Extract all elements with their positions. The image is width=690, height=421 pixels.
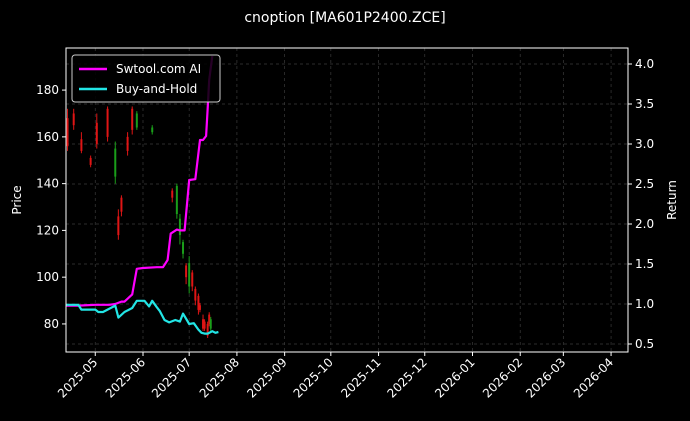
series-line-1 [66, 299, 219, 335]
candle-body-3 [89, 157, 92, 165]
legend-label-swtool: Swtool.com AI [116, 62, 201, 76]
y-tick-label-5: 180 [36, 83, 59, 97]
candle-body-8 [120, 197, 123, 212]
y2-tick-label-0: 0.5 [635, 337, 654, 351]
candle-body-13 [171, 190, 174, 198]
y2-tick-label-2: 1.5 [635, 257, 654, 271]
candle-body-2 [80, 139, 83, 151]
candle-body-12 [151, 127, 154, 133]
y2-tick-label-6: 3.5 [635, 97, 654, 111]
y-tick-label-0: 80 [44, 317, 59, 331]
candle-body-11 [135, 113, 138, 128]
candle-body-20 [194, 288, 197, 301]
right-return-axis: 0.5 1.0 1.5 2.0 2.5 3.0 3.5 4.0 [628, 57, 654, 351]
series-line-0 [66, 55, 214, 307]
candle-body-14 [175, 185, 178, 215]
candle-body-0 [66, 118, 69, 147]
candle-body-18 [188, 263, 191, 287]
legend-box [71, 54, 221, 103]
y-tick-label-4: 160 [36, 130, 59, 144]
candlesticks [66, 106, 212, 338]
y-tick-label-1: 100 [36, 270, 59, 284]
candle-body-21 [197, 295, 200, 310]
y2-tick-label-5: 3.0 [635, 137, 654, 151]
candle-body-26 [208, 314, 211, 324]
legend: Swtool.com AI Buy-and-Hold [71, 54, 221, 103]
legend-label-buy-and-hold: Buy-and-Hold [116, 82, 197, 96]
candle-body-4 [95, 122, 98, 144]
y2-tick-label-7: 4.0 [635, 57, 654, 71]
candle-body-19 [191, 272, 194, 287]
candle-body-16 [182, 242, 185, 254]
candle-body-17 [185, 265, 188, 278]
candle-body-5 [106, 108, 109, 137]
y2-tick-label-4: 2.5 [635, 177, 654, 191]
chart-title: cnoption [MA601P2400.ZCE] [244, 10, 445, 26]
y-tick-label-2: 120 [36, 223, 59, 237]
plot-frame [65, 47, 629, 353]
y2-tick-label-1: 1.0 [635, 297, 654, 311]
y-axis-label: Price [10, 185, 24, 214]
candle-body-6 [114, 148, 117, 177]
candle-body-10 [131, 108, 134, 130]
series-lines [66, 55, 219, 335]
candle-body-25 [206, 323, 209, 336]
candle-body-15 [178, 218, 181, 236]
y2-tick-label-3: 2.0 [635, 217, 654, 231]
candle-body-27 [209, 319, 212, 329]
candle-body-23 [202, 319, 205, 329]
left-price-axis: 80 100 120 140 160 180 [36, 83, 66, 331]
candle-body-9 [126, 136, 129, 151]
candle-body-7 [117, 216, 120, 236]
candle-body-1 [72, 113, 75, 126]
candle-body-22 [198, 305, 201, 310]
y-tick-label-3: 140 [36, 177, 59, 191]
candle-body-24 [203, 321, 206, 329]
y2-axis-label: Return [665, 180, 679, 220]
